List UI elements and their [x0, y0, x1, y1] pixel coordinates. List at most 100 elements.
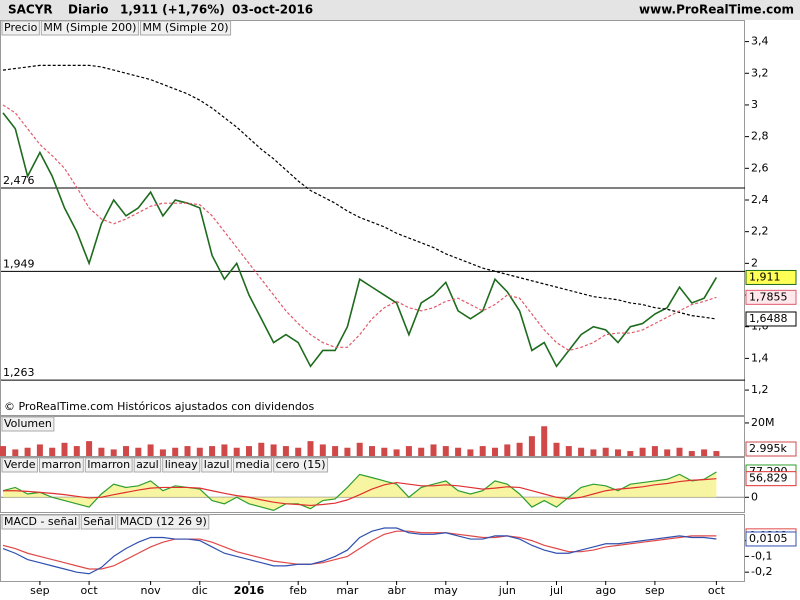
volume-bar	[332, 446, 339, 456]
x-tick-label: jul	[549, 584, 563, 597]
volume-bar	[565, 446, 572, 456]
legend-box	[273, 457, 329, 473]
volume-bar	[270, 444, 277, 456]
legend-box	[1, 457, 39, 473]
volume-bar	[578, 447, 585, 456]
volume-bar	[516, 442, 523, 456]
volume-bar	[590, 449, 597, 456]
volume-bar	[86, 441, 93, 456]
volume-bar	[602, 447, 609, 456]
x-tick-label: ago	[595, 584, 616, 597]
value-box	[745, 289, 797, 305]
y-tick-label: 3	[751, 98, 758, 111]
series-line	[2, 471, 717, 512]
volume-bar	[123, 446, 129, 456]
legend-label: Precio	[4, 21, 38, 34]
period: Diario	[68, 3, 108, 17]
volume-bar	[528, 436, 535, 456]
volume-bar	[36, 444, 43, 456]
volume-bar	[73, 446, 80, 456]
volume-bar	[319, 444, 326, 456]
volume-bar	[12, 449, 19, 456]
legend-box	[84, 457, 133, 473]
quote: 1,911 (+1,76%)	[120, 3, 225, 17]
x-tick-label: jun	[498, 584, 516, 597]
legend-box	[232, 457, 273, 473]
volume-bar	[159, 449, 166, 456]
legend-box	[117, 514, 210, 530]
legend-label: marron	[42, 458, 82, 471]
y-tick-label: 2,6	[751, 161, 769, 174]
volume-bar	[405, 446, 412, 456]
legend-label: azul	[136, 458, 159, 471]
volume-bar	[627, 451, 634, 456]
y-tick-label: 2	[751, 256, 758, 269]
level-label: 1,263	[3, 366, 35, 379]
volume-bar	[233, 447, 240, 456]
y-tick-label: -0,1	[751, 549, 772, 562]
x-tick-label: 2016	[234, 584, 265, 597]
legend-label: lazul	[204, 458, 230, 471]
volume-bar	[381, 447, 388, 456]
x-tick-label: nov	[140, 584, 161, 597]
y-tick-label: 1,4	[751, 351, 769, 364]
volume-bar	[676, 447, 683, 456]
legend-label: Volumen	[4, 417, 52, 430]
legend-label: cero (15)	[276, 458, 326, 471]
value-box	[745, 471, 797, 487]
x-tick-label: abr	[387, 584, 406, 597]
volume-bar	[664, 449, 671, 456]
value-box	[745, 269, 797, 285]
volume-bar	[553, 442, 560, 456]
legend-label: lineay	[165, 458, 199, 471]
volume-bar	[221, 444, 228, 456]
y-tick-label: 20M	[751, 416, 775, 429]
volume-bar	[713, 451, 720, 456]
y-tick-label: 2,4	[751, 193, 769, 206]
volume-bar	[418, 447, 425, 456]
y-tick-label: 3,2	[751, 66, 769, 79]
volume-bar	[492, 447, 498, 456]
y-tick-label: 2,2	[751, 225, 769, 238]
x-tick-label: sep	[30, 584, 49, 597]
volume-bar	[430, 444, 437, 456]
volume-bar	[246, 446, 252, 456]
legend-box	[1, 416, 55, 432]
legend-label: Señal	[83, 515, 114, 528]
y-tick-label: 1,2	[751, 383, 769, 396]
volume-bar	[184, 446, 191, 456]
series-line	[2, 112, 718, 368]
volume-bar	[467, 449, 474, 456]
volume-bar	[98, 447, 105, 456]
legend-label: Verde	[4, 458, 36, 471]
x-tick-label: feb	[289, 584, 307, 597]
level-label: 2,476	[3, 174, 35, 187]
x-tick-label: oct	[708, 584, 726, 597]
legend-box	[133, 457, 162, 473]
y-tick-label: 3,4	[751, 35, 769, 48]
footnote: © ProRealTime.com Históricos ajustados c…	[4, 400, 315, 413]
x-tick-label: oct	[81, 584, 99, 597]
symbol: SACYR	[8, 3, 53, 17]
macd-panel	[0, 514, 745, 582]
x-tick-label: mar	[336, 584, 358, 597]
value-box-label: 1,7855	[749, 290, 788, 303]
volume-bar	[49, 447, 56, 456]
value-box	[745, 531, 797, 547]
volume-bar	[356, 442, 363, 456]
series-line	[2, 64, 717, 320]
value-box	[745, 311, 797, 327]
volume-bar	[651, 446, 658, 456]
volume-bar	[393, 449, 400, 456]
volume-bar	[455, 447, 462, 456]
volume-bar	[258, 442, 265, 456]
legend-box	[1, 20, 40, 36]
legend-box	[139, 20, 232, 36]
value-box	[745, 441, 797, 457]
legend-label: MACD (12 26 9)	[120, 515, 207, 528]
price-panel	[0, 20, 745, 416]
x-tick-label: dic	[192, 584, 208, 597]
site: www.ProRealTime.com	[639, 3, 794, 17]
volume-bar	[110, 449, 117, 456]
